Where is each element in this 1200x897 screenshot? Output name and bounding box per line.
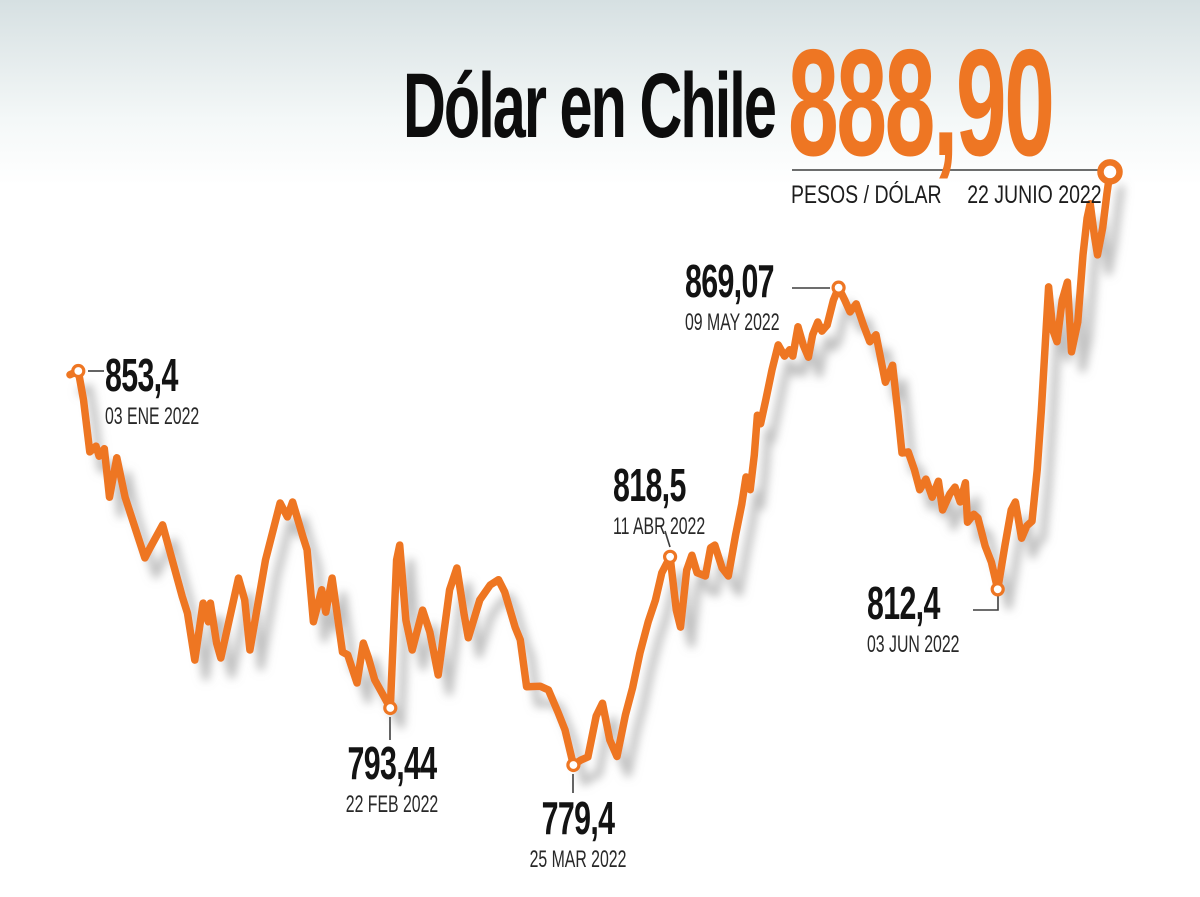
data-point-marker <box>662 549 678 564</box>
annotation-09-may: 869,07 09 MAY 2022 <box>685 258 828 335</box>
annotation-value: 853,4 <box>105 349 178 401</box>
annotation-value: 812,4 <box>867 577 940 629</box>
data-point-marker <box>566 757 581 773</box>
latest-point-marker <box>1097 159 1123 185</box>
annotation-date: 22 FEB 2022 <box>345 791 439 818</box>
data-point-marker <box>831 280 846 295</box>
annotation-22-feb: 793,44 22 FEB 2022 <box>322 740 462 817</box>
annotation-date: 09 MAY 2022 <box>685 309 780 336</box>
annotation-date: 11 ABR 2022 <box>613 513 706 540</box>
annotation-value: 818,5 <box>613 459 686 511</box>
data-point-marker <box>383 700 398 716</box>
data-point-marker <box>71 363 86 379</box>
annotation-connectors <box>88 169 1100 793</box>
annotation-value: 793,44 <box>347 737 438 789</box>
annotation-03-ene: 853,4 03 ENE 2022 <box>105 352 248 429</box>
annotation-value: 869,07 <box>685 255 775 307</box>
current-date-label: 22 JUNIO 2022 <box>967 181 1102 209</box>
unit-label: PESOS / DÓLAR <box>791 181 942 209</box>
chart-title: Dólar en Chile <box>403 55 777 157</box>
connector-line <box>664 530 671 548</box>
annotation-11-abr: 818,5 11 ABR 2022 <box>613 462 753 539</box>
data-point-markers <box>71 159 1123 773</box>
current-value: 888,90 <box>788 18 1055 188</box>
connector-line <box>973 595 999 611</box>
data-point-marker <box>990 582 1005 597</box>
annotation-25-mar: 779,4 25 MAR 2022 <box>505 795 652 872</box>
annotation-03-jun: 812,4 03 JUN 2022 <box>867 580 1007 657</box>
annotation-date: 03 ENE 2022 <box>105 403 200 430</box>
annotation-date: 25 MAR 2022 <box>529 846 627 873</box>
annotation-date: 03 JUN 2022 <box>867 631 960 658</box>
price-line <box>66 168 1114 769</box>
annotation-value: 779,4 <box>541 792 615 844</box>
